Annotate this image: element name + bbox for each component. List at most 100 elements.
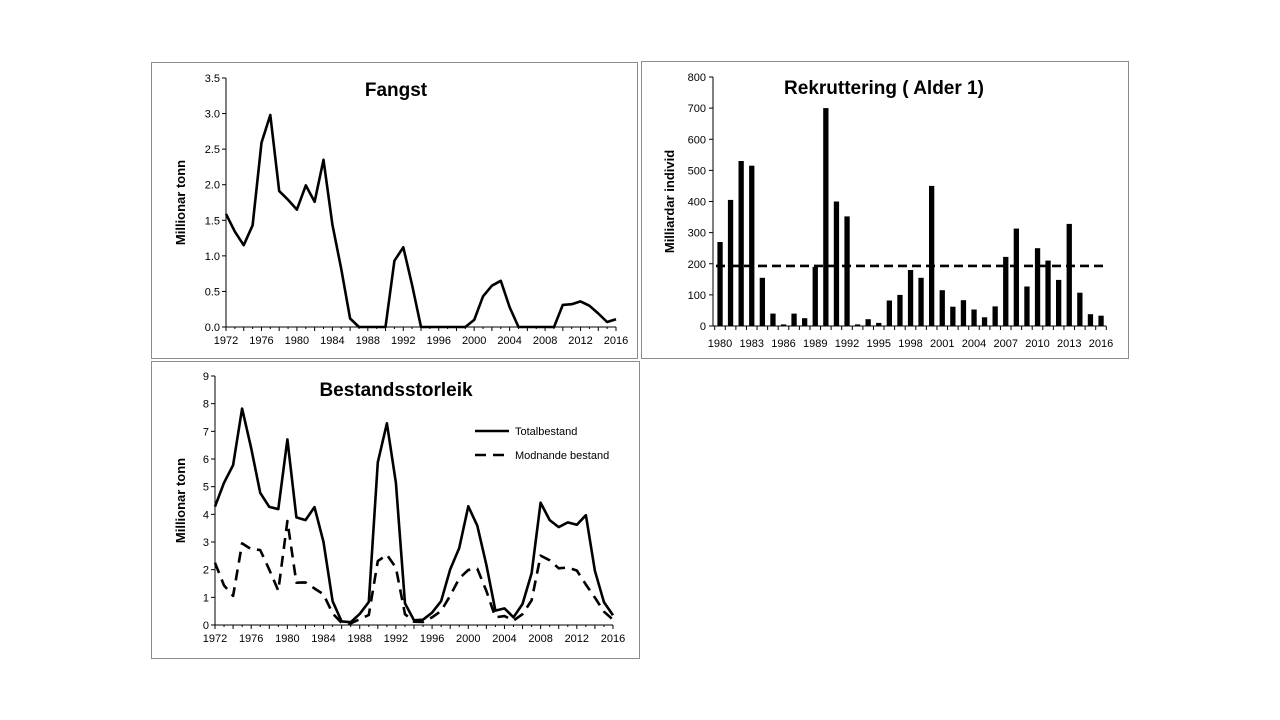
- x-tick-label: 2013: [1057, 338, 1081, 350]
- bar-1996: [886, 300, 892, 326]
- x-tick-label: 1980: [708, 338, 732, 350]
- series-line-totalbestand: [213, 407, 615, 624]
- bar-2001: [939, 290, 945, 326]
- bar-2013: [1066, 223, 1072, 326]
- chart-title: Fangst: [365, 80, 428, 101]
- x-tick-label: 2004: [492, 633, 516, 645]
- x-tick-label: 1988: [347, 633, 371, 645]
- bar-1980: [717, 242, 723, 326]
- bar-1983: [749, 165, 755, 326]
- bar-1987: [791, 313, 797, 326]
- x-tick-label: 2008: [533, 335, 557, 347]
- bar-2014: [1077, 292, 1083, 326]
- series-line-line-1: [224, 113, 617, 329]
- y-tick-label: 0: [700, 321, 706, 333]
- y-tick-label: 0.5: [205, 286, 220, 298]
- x-tick-label: 1988: [356, 335, 380, 347]
- y-tick-label: 300: [688, 228, 706, 240]
- x-tick-label: 1995: [867, 338, 891, 350]
- bar-1997: [897, 294, 903, 326]
- x-tick-label: 1972: [203, 633, 227, 645]
- y-axis-label: Millionar tonn: [173, 160, 188, 245]
- y-tick-label: 500: [688, 165, 706, 177]
- x-tick-label: 2000: [462, 335, 486, 347]
- y-tick-label: 1.5: [205, 215, 220, 227]
- x-tick-label: 1989: [803, 338, 827, 350]
- x-tick-label: 1984: [311, 633, 335, 645]
- chart-rekruttering: 0 100 200 300 400 500 600 700 800 1980 1983 1986 198…: [662, 72, 1113, 350]
- x-tick-label: 2001: [930, 338, 954, 350]
- bar-2011: [1045, 260, 1051, 326]
- y-tick-label: 600: [688, 134, 706, 146]
- x-tick-label: 2012: [568, 335, 592, 347]
- x-tick-label: 2004: [497, 335, 521, 347]
- bar-1999: [918, 277, 924, 326]
- y-tick-label: 6: [203, 454, 209, 466]
- bar-1993: [854, 324, 861, 326]
- y-axis-label: Millionar tonn: [173, 458, 188, 543]
- y-tick-label: 3.5: [205, 73, 220, 85]
- chart-title: Bestandsstorleik: [319, 380, 473, 401]
- y-tick-label: 200: [688, 259, 706, 271]
- y-tick-label: 1: [203, 592, 209, 604]
- x-tick-label: 1976: [239, 633, 263, 645]
- bar-1986: [780, 324, 787, 326]
- y-tick-label: 0.0: [205, 322, 220, 334]
- bar-1992: [844, 216, 850, 326]
- y-tick-label: 700: [688, 103, 706, 115]
- x-tick-label: 1996: [420, 633, 444, 645]
- y-axis-label: Milliardar individ: [662, 150, 677, 253]
- x-tick-label: 2016: [601, 633, 625, 645]
- x-tick-label: 2010: [1025, 338, 1049, 350]
- bar-1989: [812, 266, 818, 326]
- bar-2012: [1056, 279, 1062, 326]
- x-tick-label: 2016: [604, 335, 628, 347]
- bar-1990: [823, 108, 829, 326]
- y-tick-label: 5: [203, 482, 209, 494]
- y-tick-label: 3: [203, 537, 209, 549]
- chart-bestandsstorleik: 0 1 2 3 4 5 6 7 8 9 1972 1976 1980 1984 1988 1992 1996 20…: [173, 371, 625, 645]
- y-tick-label: 2: [203, 565, 209, 577]
- y-tick-label: 0: [203, 620, 209, 632]
- x-tick-label: 1992: [384, 633, 408, 645]
- bar-1982: [738, 161, 744, 326]
- y-tick-label: 3.0: [205, 109, 220, 121]
- bar-1994: [865, 319, 871, 326]
- bar-1995: [876, 322, 882, 326]
- chart-panel-rekruttering: 0 100 200 300 400 500 600 700 800 1980 1983 1986 198…: [641, 61, 1129, 359]
- bar-2016: [1098, 315, 1104, 326]
- y-tick-label: 400: [688, 197, 706, 209]
- bar-1998: [907, 270, 914, 326]
- bar-2010: [1034, 248, 1041, 326]
- y-tick-label: 800: [688, 72, 706, 84]
- chart-fangst: 0.0 0.5 1.0 1.5 2.0 2.5 3.0 3.5 1972 1976 1980 1984…: [173, 73, 628, 347]
- legend-label: Modnande bestand: [515, 450, 609, 462]
- y-tick-label: 100: [688, 290, 706, 302]
- bar-2002: [950, 306, 956, 326]
- x-tick-label: 2007: [994, 338, 1018, 350]
- x-tick-label: 2008: [528, 633, 552, 645]
- x-tick-label: 1983: [740, 338, 764, 350]
- bar-2003: [960, 300, 967, 326]
- x-tick-label: 1996: [426, 335, 450, 347]
- bar-2005: [981, 317, 988, 326]
- bar-1991: [833, 201, 840, 326]
- x-tick-label: 2004: [962, 338, 986, 350]
- x-tick-label: 1972: [214, 335, 238, 347]
- x-tick-label: 1986: [771, 338, 795, 350]
- legend-label: Totalbestand: [515, 426, 577, 438]
- bar-2015: [1087, 314, 1094, 326]
- bar-1984: [759, 277, 765, 326]
- x-tick-label: 2012: [565, 633, 589, 645]
- bar-2008: [1013, 228, 1019, 326]
- chart-title: Rekruttering ( Alder 1): [784, 78, 984, 99]
- bar-1985: [770, 313, 776, 326]
- chart-panel-bestandsstorleik: 0 1 2 3 4 5 6 7 8 9 1972 1976 1980 1984 1988 1992 1996 20…: [151, 361, 640, 659]
- x-tick-label: 1976: [249, 335, 273, 347]
- x-tick-label: 1980: [275, 633, 299, 645]
- x-tick-label: 1980: [285, 335, 309, 347]
- chart-panel-fangst: 0.0 0.5 1.0 1.5 2.0 2.5 3.0 3.5 1972 1976 1980 1984…: [151, 62, 638, 359]
- series-line-modnande-bestand: [213, 519, 614, 625]
- x-tick-label: 2000: [456, 633, 480, 645]
- y-tick-label: 7: [203, 426, 209, 438]
